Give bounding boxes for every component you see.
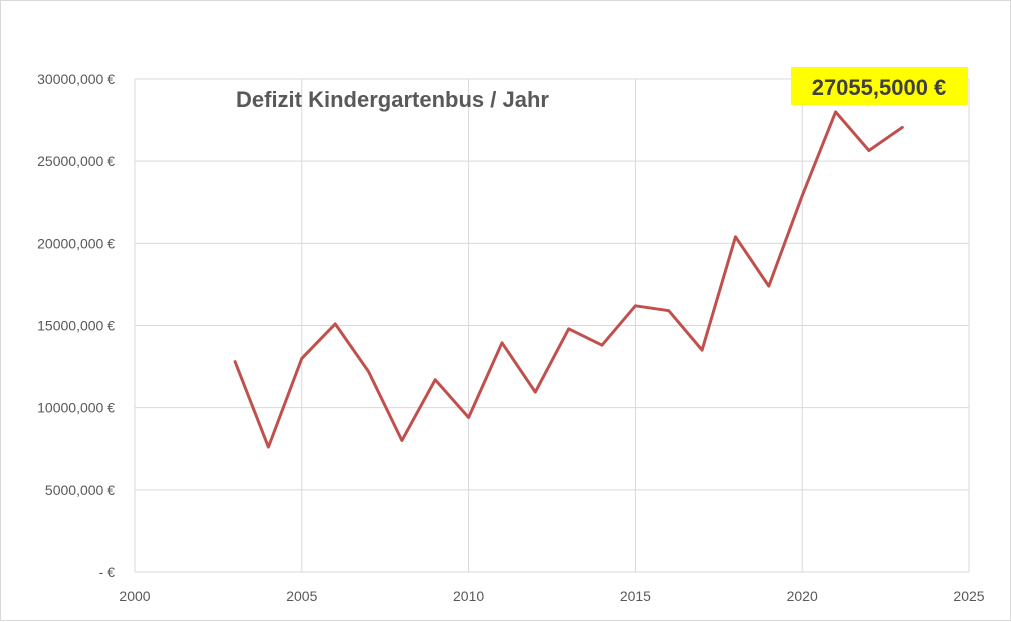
y-axis-ticks: - € 5000,000 € 10000,000 € 15000,000 € 20000…: [37, 71, 115, 580]
chart-title: Defizit Kindergartenbus / Jahr: [236, 87, 549, 112]
x-axis-ticks: 2000 2005 2010 2015 2020 2025: [119, 588, 984, 604]
y-tick-label: - €: [99, 564, 116, 580]
x-tick-label: 2010: [453, 588, 484, 604]
x-tick-label: 2015: [620, 588, 651, 604]
grid-lines: [135, 79, 969, 572]
x-tick-label: 2000: [119, 588, 150, 604]
y-tick-label: 15000,000 €: [37, 318, 115, 334]
x-tick-label: 2020: [787, 588, 818, 604]
y-tick-label: 25000,000 €: [37, 153, 115, 169]
callout-label: 27055,5000 €: [812, 75, 947, 100]
y-tick-label: 5000,000 €: [45, 482, 115, 498]
y-tick-label: 10000,000 €: [37, 400, 115, 416]
x-tick-label: 2005: [286, 588, 317, 604]
x-tick-label: 2025: [953, 588, 984, 604]
y-tick-label: 30000,000 €: [37, 71, 115, 87]
y-tick-label: 20000,000 €: [37, 235, 115, 251]
value-callout: 27055,5000 €: [791, 67, 968, 105]
